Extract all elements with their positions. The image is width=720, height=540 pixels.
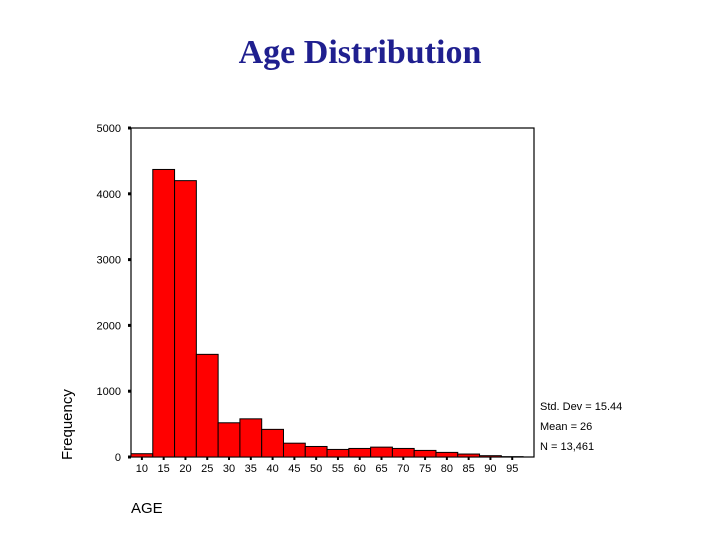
x-tick-label: 95 [506,463,518,475]
x-tick-label: 75 [419,463,431,475]
histogram-bar [174,180,197,458]
histogram-bar [130,453,154,458]
x-tick-label: 45 [288,463,300,475]
y-axis-ticks: 0 1000 2000 3000 4000 5000 [97,123,131,464]
x-tick-label: 40 [266,463,278,475]
x-tick-label: 65 [375,463,387,475]
chart-title: Age Distribution [238,34,482,71]
histogram-bar [326,448,350,458]
histogram-bar [435,451,459,458]
histogram-bar [413,449,437,458]
histogram-bar [457,453,481,458]
histogram-bar [348,447,372,458]
histogram-bar [479,455,502,458]
stat-n: N = 13,461 [540,441,594,453]
x-tick-label: 10 [136,463,148,475]
x-axis-ticks: 10 15 20 25 30 35 40 45 50 55 60 65 70 75 80 85 90 95 [136,457,518,475]
stat-std-dev: Std. Dev = 15.44 [540,401,622,413]
y-tick-label: 4000 [97,189,121,201]
y-axis-label: Frequency [59,389,76,460]
stat-mean: Mean = 26 [540,421,592,433]
histogram-bar [391,447,415,458]
y-tick-label: 3000 [97,255,121,267]
histogram-bar [370,446,393,458]
x-axis-label: AGE [131,500,163,517]
x-tick-label: 85 [463,463,475,475]
histogram-bar [304,445,328,458]
x-tick-label: 20 [179,463,191,475]
y-tick-label: 1000 [97,386,121,398]
y-tick-label: 5000 [97,123,121,135]
x-tick-label: 60 [354,463,366,475]
histogram-bar [282,442,306,458]
y-tick-label: 2000 [97,320,121,332]
x-tick-label: 80 [441,463,453,475]
y-tick-label: 0 [115,452,121,464]
histogram-bar [239,418,263,458]
histogram-bar [195,353,219,458]
histogram-bar [261,428,284,458]
histogram-bar [152,168,176,458]
x-tick-label: 35 [245,463,257,475]
x-tick-label: 90 [484,463,496,475]
x-tick-label: 55 [332,463,344,475]
x-tick-label: 15 [158,463,170,475]
x-tick-label: 25 [201,463,213,475]
x-tick-label: 50 [310,463,322,475]
histogram-bar [217,422,241,458]
x-tick-label: 30 [223,463,235,475]
histogram-bars [130,168,524,458]
x-tick-label: 70 [397,463,409,475]
